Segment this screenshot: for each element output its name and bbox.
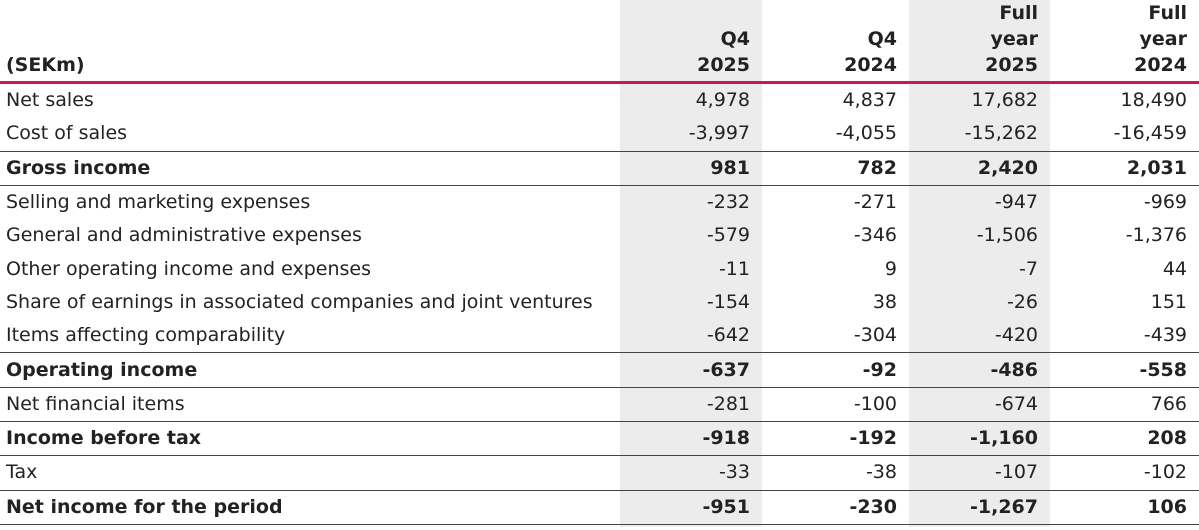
row-value: -38	[865, 461, 897, 484]
row-label: Net sales	[6, 89, 94, 112]
table-row: Net income for the period -951 -230 -1,267 1…	[0, 490, 1199, 525]
row-value: -304	[853, 324, 897, 347]
row-value: -558	[1139, 358, 1187, 381]
table-row: Income before tax -918 -192 -1,160 208	[0, 421, 1199, 455]
column-header: Q4 2025	[697, 28, 750, 76]
row-value: 17,682	[971, 89, 1038, 112]
row-value: -637	[702, 358, 750, 381]
shade-q4-2025-column	[620, 0, 762, 527]
row-value: -918	[702, 427, 750, 450]
row-value: -420	[994, 324, 1038, 347]
row-value: -346	[853, 224, 897, 247]
row-label: Income before tax	[6, 427, 202, 450]
table-row: Share of earnings in associated companie…	[0, 286, 1199, 319]
row-value: -92	[862, 358, 897, 381]
row-value: 782	[857, 156, 897, 179]
table-row: Other operating income and expenses -11 9 -…	[0, 252, 1199, 285]
row-value: -33	[718, 461, 750, 484]
row-label: Net financial items	[6, 392, 185, 415]
row-label: Gross income	[6, 156, 151, 179]
row-value: -154	[706, 290, 750, 313]
row-value: -7	[1019, 257, 1038, 280]
row-value: -947	[994, 191, 1038, 214]
row-value: -674	[994, 392, 1038, 415]
row-label: Selling and marketing expenses	[6, 191, 311, 214]
row-value: 151	[1150, 290, 1187, 313]
row-value: -271	[853, 191, 897, 214]
row-value: -192	[849, 427, 897, 450]
row-value: -579	[706, 224, 750, 247]
table-row: Net sales 4,978 4,837 17,682 18,490	[0, 83, 1199, 118]
row-value: 106	[1147, 495, 1187, 518]
table-row: Items affecting comparability -642 -304 -42…	[0, 319, 1199, 353]
shade-full-year-2025-column	[909, 0, 1050, 527]
row-value: 4,837	[842, 89, 897, 112]
row-value: 2,031	[1126, 156, 1187, 179]
row-label: Tax	[6, 461, 38, 484]
table-row: Net financial items -281 -100 -674 766	[0, 387, 1199, 421]
row-value: -230	[849, 495, 897, 518]
row-label: Share of earnings in associated companie…	[6, 290, 593, 313]
row-value: -1,267	[970, 495, 1038, 518]
row-value: -1,376	[1125, 224, 1187, 247]
table-row: Cost of sales -3,997 -4,055 -15,262 -16,459	[0, 117, 1199, 151]
column-header: Q4 2024	[844, 28, 897, 76]
row-label: Items affecting comparability	[6, 324, 286, 347]
row-value: -11	[718, 257, 750, 280]
row-value: 208	[1147, 427, 1187, 450]
row-label: Other operating income and expenses	[6, 257, 371, 280]
row-value: 44	[1162, 257, 1187, 280]
header-row: (SEKm) Q4 2025 Q4 2024 Full year 2025 Full ye…	[0, 0, 1199, 83]
row-value: -642	[706, 324, 750, 347]
column-header: Full year 2025	[985, 2, 1038, 76]
table-row: Gross income 981 782 2,420 2,031	[0, 151, 1199, 185]
row-value: -100	[853, 392, 897, 415]
row-value: -3,997	[688, 122, 750, 145]
row-value: 18,490	[1120, 89, 1187, 112]
row-value: -26	[1006, 290, 1038, 313]
table-row: Operating income -637 -92 -486 -558	[0, 352, 1199, 387]
row-value: 766	[1150, 392, 1187, 415]
table-row: Tax -33 -38 -107 -102	[0, 455, 1199, 490]
row-label: Cost of sales	[6, 122, 128, 145]
row-value: -1,160	[970, 427, 1038, 450]
row-value: -107	[994, 461, 1038, 484]
row-label: General and administrative expenses	[6, 224, 362, 247]
row-label: Operating income	[6, 358, 198, 381]
row-value: -439	[1143, 324, 1187, 347]
unit-label: (SEKm)	[6, 54, 85, 76]
row-value: -232	[706, 191, 750, 214]
row-value: -16,459	[1113, 122, 1187, 145]
row-label: Net income for the period	[6, 495, 283, 518]
row-value: 9	[884, 257, 897, 280]
row-value: 4,978	[695, 89, 750, 112]
row-value: -486	[990, 358, 1038, 381]
table-row: Selling and marketing expenses -232 -271 -9…	[0, 185, 1199, 219]
row-value: -102	[1143, 461, 1187, 484]
row-value: 38	[872, 290, 897, 313]
row-value: -951	[702, 495, 750, 518]
row-value: -15,262	[964, 122, 1038, 145]
row-value: -281	[706, 392, 750, 415]
table-row: General and administrative expenses -579 -…	[0, 219, 1199, 252]
column-header: Full year 2024	[1134, 2, 1187, 76]
row-value: -4,055	[835, 122, 897, 145]
row-value: -969	[1143, 191, 1187, 214]
row-value: 2,420	[977, 156, 1038, 179]
row-value: 981	[710, 156, 750, 179]
row-value: -1,506	[976, 224, 1038, 247]
